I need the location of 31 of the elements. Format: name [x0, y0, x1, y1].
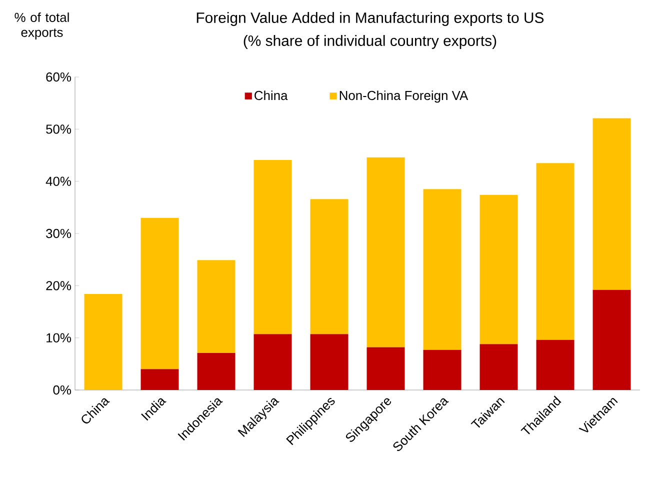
y-tick-label: 10%: [46, 333, 72, 342]
y-tick-label: 60%: [46, 72, 72, 82]
bar: [592, 118, 631, 290]
bar: [480, 194, 518, 344]
y-tick-label: 20%: [46, 281, 72, 290]
y-tick-label: 30%: [46, 228, 72, 238]
bar: [423, 350, 462, 390]
bar: [310, 334, 348, 390]
bar: [592, 290, 631, 390]
bar: [140, 218, 179, 370]
y-axis-title: % of total exports: [14, 12, 69, 40]
bar: [254, 160, 292, 334]
bar: [423, 189, 462, 350]
bar: [480, 344, 518, 390]
y-tick-label: 40%: [46, 176, 72, 186]
legend-label: Non-China Foreign VA: [340, 90, 468, 103]
chart-title: Foreign Value Added in Manufacturing exports to US: [196, 12, 544, 26]
y-tick-label: 0%: [53, 385, 72, 395]
chart-subtitle: (% share of individual country exports): [244, 35, 496, 49]
y-tick-label: 50%: [46, 124, 72, 134]
bar: [366, 347, 405, 390]
bar: [84, 294, 122, 390]
bar: [366, 157, 405, 348]
bar: [197, 260, 236, 353]
bar: [140, 369, 179, 390]
legend-label: China: [254, 90, 288, 100]
bar: [310, 199, 348, 334]
bar: [254, 334, 292, 390]
bar: [536, 340, 574, 390]
bar: [197, 352, 236, 390]
bar: [536, 163, 574, 340]
